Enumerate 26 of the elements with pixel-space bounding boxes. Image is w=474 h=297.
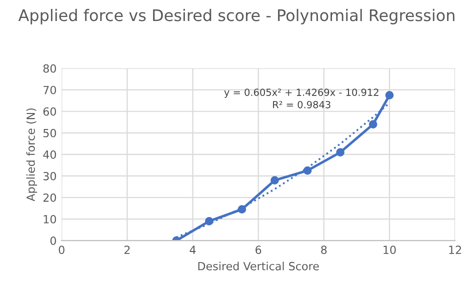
chart-title: Applied force vs Desired score - Polynomial Regression [18, 8, 454, 24]
y-tick-label: 20 [43, 193, 56, 202]
annotation: y = 0.605x² + 1.4269x - 10.912 R² = 0.9843 [224, 88, 378, 108]
y-tick-label: 0 [50, 236, 56, 245]
x-tick-label: 6 [256, 246, 262, 254]
y-tick-label: 30 [43, 172, 56, 180]
y-tick-label: 70 [44, 86, 56, 94]
point [336, 148, 344, 156]
x-tick-label: 0 [58, 246, 64, 254]
x-tick-label: 10 [384, 246, 396, 254]
y-tick-label: 60 [43, 107, 56, 116]
y-tick-label: 40 [43, 150, 56, 159]
point [204, 217, 214, 226]
x-tick-label: 12 [449, 246, 461, 254]
point [385, 91, 394, 100]
x-tick-label: 2 [124, 246, 130, 254]
point [368, 120, 378, 128]
x-tick-label: 8 [321, 246, 327, 254]
y-tick-label: 80 [43, 64, 56, 73]
point [238, 205, 246, 214]
y-axis-title: Applied force (N) [26, 108, 38, 202]
x-axis-title: Desired Vertical Score [198, 262, 319, 270]
y-tick-label: 50 [43, 128, 56, 138]
y-tick-label: 10 [44, 215, 56, 224]
point [270, 176, 279, 184]
x-tick-label: 4 [190, 246, 196, 254]
